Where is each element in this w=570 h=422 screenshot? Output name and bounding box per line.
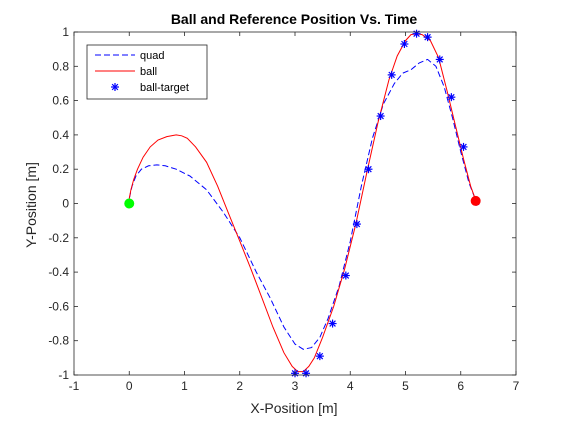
end-marker — [470, 195, 481, 206]
data-point-ball-target — [435, 55, 444, 64]
marker-stroke — [316, 352, 324, 360]
y-tick-label: 0.6 — [52, 94, 69, 108]
legend-item-ball: ball — [95, 66, 157, 78]
data-point-ball-target — [364, 165, 373, 174]
y-tick-label: 0.8 — [52, 59, 69, 73]
marker-stroke — [342, 272, 350, 279]
y-tick-label: 0.4 — [52, 128, 69, 142]
marker-stroke — [424, 33, 431, 41]
data-point-ball-target — [412, 29, 421, 38]
data-point-ball-target — [328, 319, 337, 328]
series-line-ball — [128, 33, 477, 373]
x-tick-label: 0 — [126, 379, 133, 393]
legend-item-quad: quad — [95, 50, 164, 62]
data-point-ball-target — [315, 352, 324, 361]
data-point-ball-target — [341, 271, 350, 280]
x-tick-label: 3 — [292, 379, 299, 393]
data-point-ball-target — [400, 40, 409, 49]
y-tick-label: -0.8 — [48, 334, 69, 348]
x-tick-label: 4 — [347, 379, 354, 393]
marker-stroke — [365, 165, 372, 173]
data-point-ball-target — [302, 369, 311, 378]
marker-stroke — [353, 220, 361, 228]
legend-item-ball-target: ball-target — [111, 82, 189, 94]
x-tick-label: -1 — [69, 379, 80, 393]
start-marker — [124, 198, 135, 209]
data-point-ball-target — [459, 142, 468, 151]
data-point-ball-target — [423, 33, 432, 42]
legend-label: ball-target — [140, 82, 189, 94]
x-tick-label: 7 — [513, 379, 520, 393]
legend: quad ball ball-target — [86, 44, 208, 100]
annotation-layer — [124, 195, 481, 209]
y-tick-label: 0 — [62, 197, 69, 211]
y-tick-label: -0.4 — [48, 265, 69, 279]
series-line-quad — [128, 58, 477, 350]
marker-stroke — [377, 112, 384, 120]
legend-label: quad — [140, 50, 164, 62]
legend-label: ball — [140, 66, 157, 78]
y-tick-label: -1 — [58, 368, 69, 382]
marker-stroke — [111, 83, 119, 91]
data-point-ball-target — [376, 112, 385, 121]
x-tick-label: 2 — [236, 379, 243, 393]
marker-stroke — [460, 143, 467, 151]
x-tick-label: 5 — [402, 379, 409, 393]
y-tick-label: -0.6 — [48, 299, 69, 313]
data-point-ball-target — [352, 220, 361, 229]
marker-stroke — [448, 93, 455, 101]
legend-marker — [111, 83, 119, 91]
data-point-ball-target — [447, 93, 456, 102]
legend-box — [86, 44, 208, 100]
data-point-ball-target — [387, 70, 396, 79]
x-tick-label: 1 — [181, 379, 188, 393]
chart-title: Ball and Reference Position Vs. Time — [171, 11, 418, 27]
ticks-layer: -1 0 1 2 3 4 5 6 7 -1 -0.8 -0.6 -0.4 -0.2 0 0.2 0.4 0.6 0.… — [48, 25, 519, 393]
marker-stroke — [388, 71, 395, 79]
marker-stroke — [436, 56, 444, 63]
y-axis-label: Y-Position [m] — [23, 162, 39, 248]
y-tick-label: -0.2 — [48, 231, 69, 245]
y-tick-label: 1 — [62, 25, 69, 39]
x-axis-label: X-Position [m] — [250, 400, 337, 416]
y-tick-label: 0.2 — [52, 162, 69, 176]
x-tick-label: 6 — [457, 379, 464, 393]
marker-stroke — [329, 320, 336, 327]
marker-stroke — [401, 40, 408, 48]
